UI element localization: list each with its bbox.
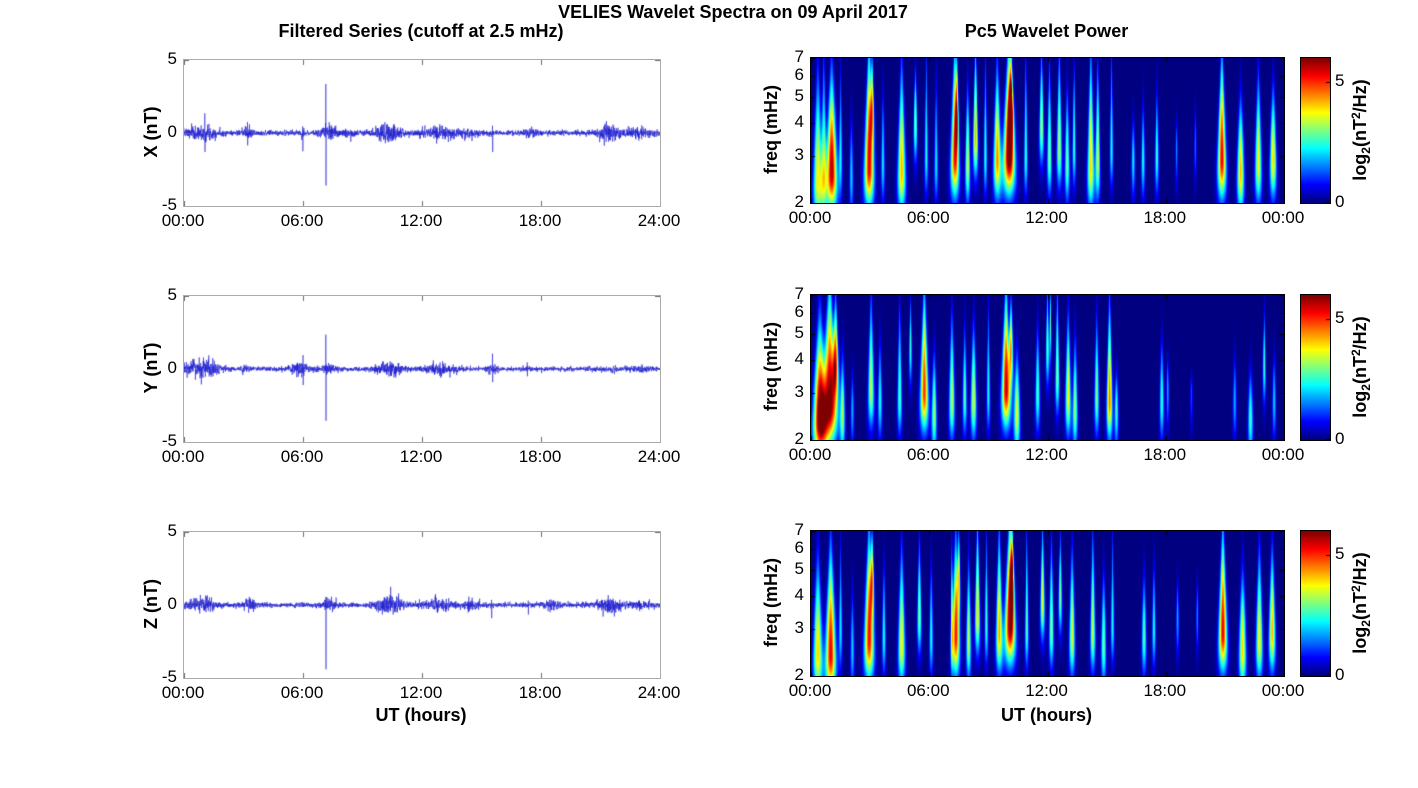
amplitude-tick-label: 5 xyxy=(167,285,177,304)
y-wavelet-power-canvas xyxy=(811,295,1284,440)
amplitude-tick-label: 0 xyxy=(167,122,177,141)
freq-tick-label: 3 xyxy=(794,145,804,165)
time-tick-label: 00:00 xyxy=(1261,208,1305,227)
colorbar-label-text: log2(nT2/Hz) xyxy=(1349,316,1373,418)
time-tick-label: 18:00 xyxy=(1143,445,1187,464)
amplitude-tick-label: -5 xyxy=(161,195,177,214)
amplitude-tick-label: 5 xyxy=(167,49,177,68)
colorbar-y xyxy=(1300,294,1331,441)
time-tick-label: 06:00 xyxy=(280,683,324,702)
colorbar-tick-label: 5 xyxy=(1335,308,1345,328)
x-filtered-series-canvas xyxy=(184,60,660,206)
freq-tick-label: 3 xyxy=(794,382,804,402)
y-filtered-series-plot xyxy=(183,295,661,443)
colorbar-tick-label: 0 xyxy=(1335,665,1345,684)
freq-tick-label: 4 xyxy=(794,348,804,368)
time-tick-label: 12:00 xyxy=(1025,681,1068,700)
freq-tick-label: 7 xyxy=(794,47,804,66)
freq-tick-label: 5 xyxy=(794,558,804,578)
left-column-title: Filtered Series (cutoff at 2.5 mHz) xyxy=(278,21,564,41)
y-filtered-series-canvas xyxy=(184,296,660,442)
colorbar-z xyxy=(1300,530,1331,677)
z-wavelet-power-canvas xyxy=(811,531,1284,676)
freq-tick-label: 6 xyxy=(794,64,804,84)
x-axis-label-left: UT (hours) xyxy=(375,705,467,725)
time-tick-label: 12:00 xyxy=(1025,208,1068,227)
time-tick-label: 06:00 xyxy=(906,681,950,700)
freq-tick-label: 6 xyxy=(794,301,804,321)
colorbar-x xyxy=(1300,57,1331,204)
time-tick-label: 18:00 xyxy=(518,683,562,702)
time-tick-label: 24:00 xyxy=(637,447,681,466)
freq-tick-label: 5 xyxy=(794,85,804,105)
colorbar-tick-label: 0 xyxy=(1335,429,1345,448)
colorbar-label-text: log2(nT2/Hz) xyxy=(1349,552,1373,654)
time-tick-label: 18:00 xyxy=(1143,681,1187,700)
time-tick-label: 18:00 xyxy=(518,211,562,230)
time-tick-label: 12:00 xyxy=(399,683,443,702)
time-tick-label: 00:00 xyxy=(1261,681,1305,700)
amplitude-tick-label: -5 xyxy=(161,431,177,450)
amplitude-tick-label: 0 xyxy=(167,358,177,377)
colorbar-y-canvas xyxy=(1301,295,1330,440)
freq-tick-label: 4 xyxy=(794,111,804,131)
time-tick-label: 00:00 xyxy=(788,445,832,464)
time-tick-label: 12:00 xyxy=(399,211,443,230)
z-filtered-series-plot xyxy=(183,531,661,679)
freq-tick-label: 6 xyxy=(794,537,804,557)
time-tick-label: 12:00 xyxy=(399,447,443,466)
time-tick-label: 00:00 xyxy=(788,681,832,700)
amplitude-tick-label: 5 xyxy=(167,521,177,540)
x-wavelet-power-canvas xyxy=(811,58,1284,203)
time-tick-label: 24:00 xyxy=(637,683,681,702)
time-tick-label: 06:00 xyxy=(280,447,324,466)
time-tick-label: 00:00 xyxy=(161,211,205,230)
time-tick-label: 00:00 xyxy=(1261,445,1305,464)
time-tick-label: 00:00 xyxy=(788,208,832,227)
freq-tick-label: 2 xyxy=(794,429,804,448)
amplitude-tick-label: -5 xyxy=(161,667,177,686)
freq-tick-label: 5 xyxy=(794,322,804,342)
time-tick-label: 00:00 xyxy=(161,683,205,702)
x-axis-label-right: UT (hours) xyxy=(1001,705,1092,725)
freq-tick-label: 4 xyxy=(794,584,804,604)
x-wavelet-power-plot xyxy=(810,57,1285,204)
y-wavelet-power-plot xyxy=(810,294,1285,441)
freq-tick-label: 7 xyxy=(794,520,804,539)
colorbar-tick-label: 5 xyxy=(1335,71,1345,91)
right-column-title: Pc5 Wavelet Power xyxy=(964,21,1129,41)
time-tick-label: 18:00 xyxy=(1143,208,1187,227)
colorbar-z-canvas xyxy=(1301,531,1330,676)
time-tick-label: 06:00 xyxy=(906,208,950,227)
time-tick-label: 12:00 xyxy=(1025,445,1068,464)
colorbar-label-text: log2(nT2/Hz) xyxy=(1349,79,1373,181)
time-tick-label: 24:00 xyxy=(637,211,681,230)
colorbar-x-canvas xyxy=(1301,58,1330,203)
time-tick-label: 00:00 xyxy=(161,447,205,466)
freq-tick-label: 3 xyxy=(794,618,804,638)
time-tick-label: 06:00 xyxy=(280,211,324,230)
z-wavelet-power-plot xyxy=(810,530,1285,677)
freq-tick-label: 7 xyxy=(794,284,804,303)
freq-tick-label: 2 xyxy=(794,665,804,684)
time-tick-label: 06:00 xyxy=(906,445,950,464)
colorbar-tick-label: 5 xyxy=(1335,544,1345,564)
colorbar-tick-label: 0 xyxy=(1335,192,1345,211)
freq-tick-label: 2 xyxy=(794,192,804,211)
time-tick-label: 18:00 xyxy=(518,447,562,466)
figure-title: VELIES Wavelet Spectra on 09 April 2017 xyxy=(558,2,908,22)
z-filtered-series-canvas xyxy=(184,532,660,678)
x-filtered-series-plot xyxy=(183,59,661,207)
amplitude-tick-label: 0 xyxy=(167,594,177,613)
